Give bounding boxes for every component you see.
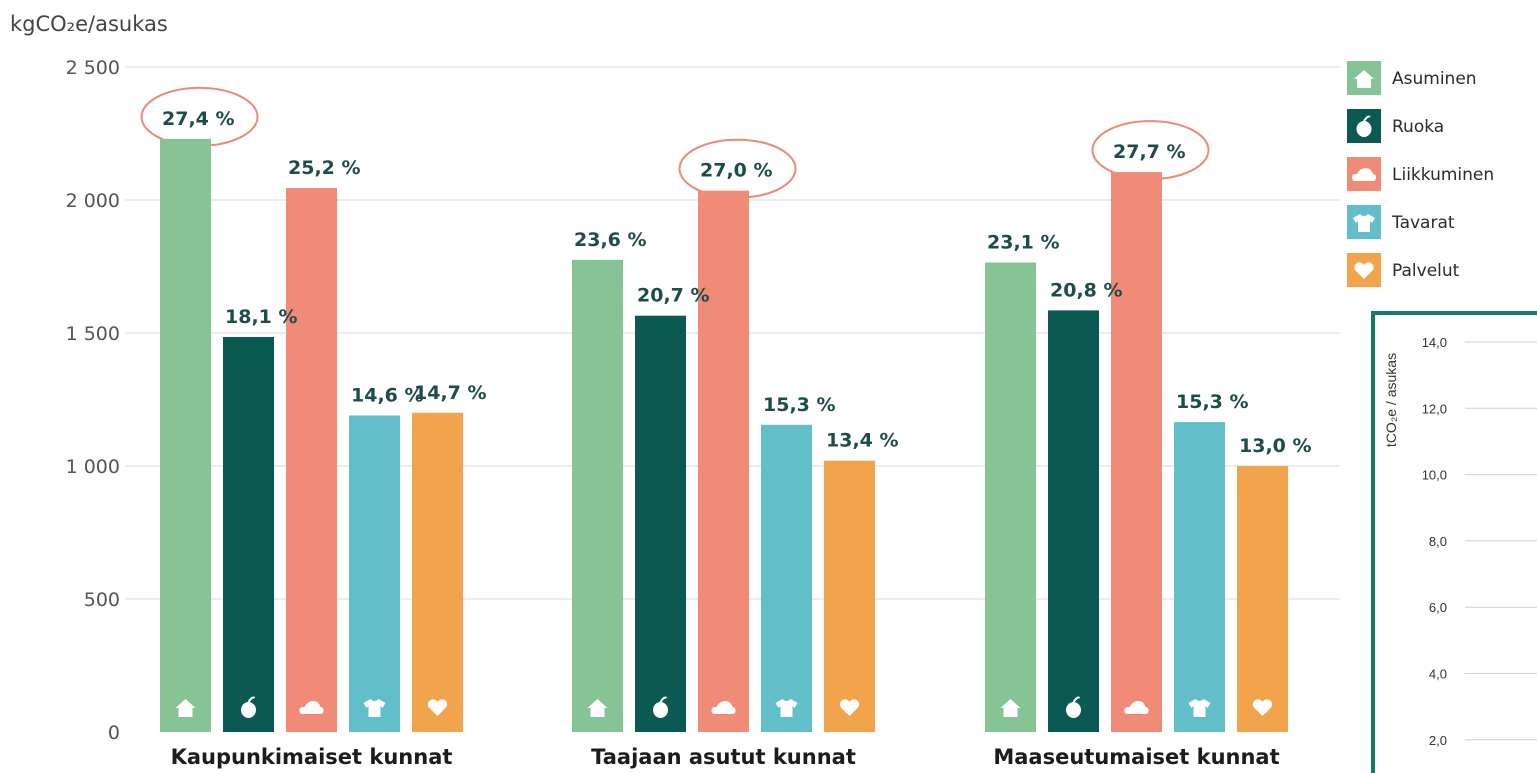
data-label: 23,1 % — [987, 232, 1060, 254]
bar — [572, 259, 623, 732]
apple-icon — [1356, 115, 1372, 137]
car-icon — [299, 701, 324, 714]
data-label: 27,4 % — [162, 108, 235, 130]
bar — [635, 315, 686, 732]
heart-icon — [1354, 262, 1374, 279]
bar — [698, 190, 749, 732]
bar — [223, 336, 274, 732]
legend-item: Palvelut — [1347, 253, 1460, 287]
legend-item: Liikkuminen — [1347, 157, 1494, 191]
data-label: 27,0 % — [700, 160, 773, 182]
inset-y-tick-label: 6,0 — [1429, 600, 1447, 615]
data-label: 27,7 % — [1113, 141, 1186, 163]
data-label: 23,6 % — [574, 229, 647, 251]
inset-chart: tCO₂e / asukas 2,0 4,0 6,0 8,0 10,0 12,0 14,0 — [1371, 311, 1537, 773]
bar — [985, 262, 1036, 732]
car-icon — [1124, 701, 1149, 714]
legend-label: Ruoka — [1392, 117, 1444, 137]
bar — [412, 412, 463, 732]
bar — [286, 188, 337, 732]
highlight-circles — [140, 86, 1210, 199]
y-tick-label: 2 500 — [66, 57, 120, 79]
y-axis-title: kgCO₂e/asukas — [10, 12, 168, 36]
inset-y-tick-label: 4,0 — [1429, 667, 1447, 682]
data-label: 15,3 % — [763, 394, 836, 416]
house-icon — [175, 699, 196, 717]
tshirt-icon — [775, 699, 798, 717]
tshirt-icon — [1353, 214, 1375, 232]
data-label: 20,8 % — [1050, 279, 1123, 301]
bar — [1111, 172, 1162, 732]
category-labels: Kaupunkimaiset kunnat Taajaan asutut kunn… — [171, 745, 1280, 769]
tshirt-icon — [363, 699, 386, 717]
data-label: 20,7 % — [637, 285, 710, 307]
inset-y-axis-title: tCO₂e / asukas — [1383, 353, 1399, 447]
car-icon — [1352, 168, 1376, 181]
bar — [761, 424, 812, 732]
legend-item: Tavarat — [1347, 205, 1455, 239]
y-tick-label: 500 — [84, 589, 120, 611]
apple-icon — [653, 696, 668, 718]
house-icon — [1000, 699, 1021, 717]
data-label: 18,1 % — [225, 306, 298, 328]
apple-icon — [241, 696, 256, 718]
legend-item: Asuminen — [1347, 61, 1477, 95]
category-label: Kaupunkimaiset kunnat — [171, 745, 453, 769]
heart-icon — [839, 699, 860, 716]
bar — [1174, 422, 1225, 732]
bar — [1237, 466, 1288, 732]
bars — [160, 138, 1288, 732]
apple-icon — [1066, 696, 1081, 718]
data-labels: 27,4 % 18,1 % 25,2 % 14,6 %14,7 % 23,6 % 20,7… — [162, 108, 1312, 457]
house-icon — [587, 699, 608, 717]
car-icon — [711, 701, 736, 714]
inset-frame — [1371, 311, 1537, 773]
data-label: 13,4 % — [826, 430, 899, 452]
bar — [824, 460, 875, 732]
inset-y-tick-label: 8,0 — [1429, 534, 1447, 549]
y-tick-labels: 0 500 1 000 1 500 2 000 2 500 — [66, 57, 120, 744]
tshirt-icon — [1188, 699, 1211, 717]
legend-label: Liikkuminen — [1392, 165, 1494, 185]
bar — [1048, 310, 1099, 732]
legend-item: Ruoka — [1347, 109, 1444, 143]
inset-y-tick-label: 14,0 — [1422, 335, 1447, 350]
legend-label: Tavarat — [1391, 213, 1455, 233]
data-label: 13,0 % — [1239, 435, 1312, 457]
inset-y-tick-label: 10,0 — [1422, 468, 1447, 483]
data-label: 14,7 % — [414, 382, 487, 404]
y-tick-label: 0 — [108, 722, 120, 744]
data-label: 25,2 % — [288, 157, 361, 179]
heart-icon — [427, 699, 448, 716]
legend-label: Asuminen — [1392, 69, 1477, 89]
data-label: 14,6 % — [351, 384, 424, 406]
legend: Asuminen Ruoka Liikkuminen Tavarat Palvelut — [1347, 61, 1494, 287]
inset-y-tick-label: 2,0 — [1429, 733, 1447, 748]
inset-y-tick-label: 12,0 — [1422, 401, 1447, 416]
category-label: Taajaan asutut kunnat — [591, 745, 856, 769]
category-label: Maaseutumaiset kunnat — [993, 745, 1279, 769]
y-tick-label: 1 500 — [66, 323, 120, 345]
bar — [349, 415, 400, 732]
y-tick-label: 2 000 — [66, 190, 120, 212]
legend-label: Palvelut — [1392, 261, 1460, 281]
heart-icon — [1252, 699, 1273, 716]
house-icon — [1354, 70, 1374, 88]
bar — [160, 138, 211, 732]
y-tick-label: 1 000 — [66, 456, 120, 478]
data-label: 15,3 % — [1176, 391, 1249, 413]
